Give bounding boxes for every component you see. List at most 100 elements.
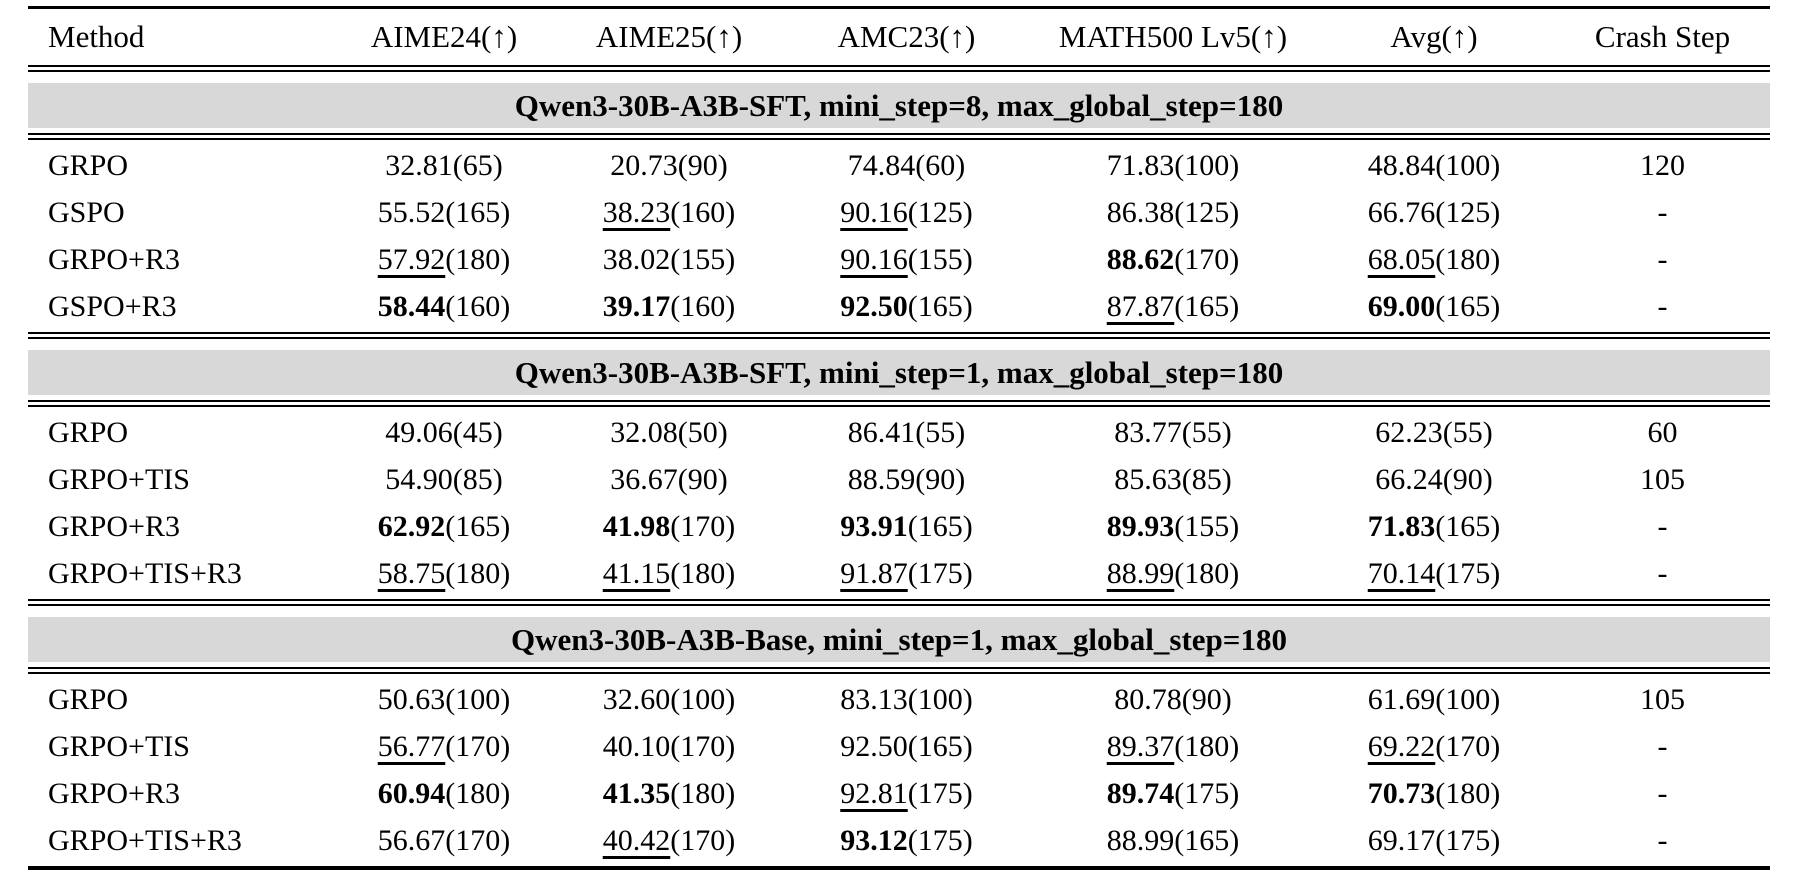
table-row: GRPO+R3 60.94(180) 41.35(180) 92.81(175) 89.… [28, 770, 1770, 817]
score-step: (125) [907, 196, 973, 229]
score-step: (180) [1435, 243, 1501, 276]
cell-method: GSPO [48, 196, 125, 229]
cell-aime24: 55.52(165) [330, 189, 558, 236]
score-value: 89.37 [1106, 730, 1175, 763]
cell-amc23: 74.84(60) [780, 142, 1033, 189]
section-header: Qwen3-30B-A3B-SFT, mini_step=8, max_glob… [28, 83, 1770, 128]
score-value: 38.23 [602, 196, 671, 229]
score-value: 41.35 [602, 777, 671, 810]
cell-math500-lv5: 88.99(165) [1033, 817, 1313, 864]
cell-aime24: 50.63(100) [330, 676, 558, 723]
cell-math500-lv5: 85.63(85) [1033, 456, 1313, 503]
cell-aime25: 41.98(170) [558, 503, 780, 550]
score-value: 92.50 [840, 290, 908, 323]
score-step: (160) [670, 290, 736, 323]
cell-math500-lv5: 88.99(180) [1033, 550, 1313, 597]
cell-aime25: 41.15(180) [558, 550, 780, 597]
section-rows: GRPO 50.63(100) 32.60(100) 83.13(100) 80.78(… [28, 674, 1770, 866]
cell-method: GRPO [48, 149, 129, 182]
score-value: 70.73 [1367, 777, 1436, 810]
score-value: 62.23 [1375, 416, 1443, 449]
cell-crash-step: 105 [1640, 463, 1685, 496]
cell-aime24: 32.81(65) [330, 142, 558, 189]
table-row: GRPO+R3 62.92(165) 41.98(170) 93.91(165) 89.… [28, 503, 1770, 550]
table-row: GRPO 49.06(45) 32.08(50) 86.41(55) 83.77(55)… [28, 409, 1770, 456]
score-value: 71.83 [1106, 149, 1175, 182]
cell-method: GRPO+TIS [48, 463, 190, 496]
cell-aime24: 54.90(85) [330, 456, 558, 503]
score-step: (100) [1435, 683, 1501, 716]
score-value: 68.05 [1367, 243, 1436, 276]
score-value: 60.94 [377, 777, 446, 810]
score-step: (170) [1435, 730, 1501, 763]
score-step: (60) [915, 149, 966, 182]
cell-aime24: 58.44(160) [330, 283, 558, 330]
score-step: (155) [670, 243, 736, 276]
cell-avg: 69.22(170) [1313, 723, 1555, 770]
score-step: (175) [907, 777, 973, 810]
score-step: (180) [1435, 777, 1501, 810]
score-step: (90) [1181, 683, 1232, 716]
score-value: 61.69 [1367, 683, 1436, 716]
score-step: (165) [1174, 824, 1240, 857]
cell-method: GRPO+TIS [48, 730, 190, 763]
score-value: 32.60 [602, 683, 671, 716]
score-value: 39.17 [602, 290, 671, 323]
score-step: (45) [452, 416, 503, 449]
cell-aime25: 32.08(50) [558, 409, 780, 456]
table-row: GRPO+TIS 56.77(170) 40.10(170) 92.50(165) 89… [28, 723, 1770, 770]
table-row: GSPO 55.52(165) 38.23(160) 90.16(125) 86.38 (… [28, 189, 1770, 236]
table-row: GRPO+R3 57.92(180) 38.02(155) 90.16(155) 88.… [28, 236, 1770, 283]
score-value: 54.90 [385, 463, 453, 496]
table-row: GRPO 50.63(100) 32.60(100) 83.13(100) 80.78(… [28, 676, 1770, 723]
cell-aime25: 38.02(155) [558, 236, 780, 283]
cell-crash-step: 120 [1640, 149, 1685, 182]
score-value: 88.99 [1106, 557, 1175, 590]
score-step: (170) [670, 730, 736, 763]
cell-amc23: 93.12(175) [780, 817, 1033, 864]
cell-math500-lv5: 89.37(180) [1033, 723, 1313, 770]
score-value: 56.77 [377, 730, 446, 763]
cell-aime25: 41.35(180) [558, 770, 780, 817]
score-step: (100) [670, 683, 736, 716]
score-value: 88.62 [1106, 243, 1175, 276]
score-step: (90) [677, 463, 728, 496]
score-value: 55.52 [377, 196, 446, 229]
cell-crash-step: - [1657, 824, 1668, 857]
score-value: 69.00 [1367, 290, 1436, 323]
score-value: 36.67 [610, 463, 678, 496]
score-value: 41.15 [602, 557, 671, 590]
col-header-aime24: AIME24(↑) [370, 19, 518, 54]
score-step: (100) [445, 683, 511, 716]
score-value: 92.81 [840, 777, 908, 810]
cell-crash-step: - [1657, 557, 1668, 590]
score-value: 86.38 [1106, 196, 1175, 229]
cell-method: GRPO+R3 [48, 243, 180, 276]
cell-aime24: 56.67(170) [330, 817, 558, 864]
cell-aime24: 58.75(180) [330, 550, 558, 597]
score-step: (180) [445, 243, 511, 276]
score-value: 48.84 [1367, 149, 1436, 182]
score-step: (180) [445, 557, 511, 590]
score-step: (165) [445, 510, 511, 543]
score-step: (160) [670, 196, 736, 229]
table-row: GRPO 32.81(65) 20.73(90) 74.84(60) 71.83(100… [28, 142, 1770, 189]
score-step: (90) [677, 149, 728, 182]
score-value: 71.83 [1367, 510, 1436, 543]
cell-amc23: 90.16(125) [780, 189, 1033, 236]
cell-avg: 69.00(165) [1313, 283, 1555, 330]
score-step: (175) [1174, 777, 1240, 810]
cell-crash-step: - [1657, 510, 1668, 543]
section-header: Qwen3-30B-A3B-SFT, mini_step=1, max_glob… [28, 350, 1770, 395]
score-value: 38.02 [602, 243, 671, 276]
cell-math500-lv5: 80.78(90) [1033, 676, 1313, 723]
cell-aime25: 39.17(160) [558, 283, 780, 330]
cell-avg: 70.14(175) [1313, 550, 1555, 597]
cell-amc23: 92.50(165) [780, 283, 1033, 330]
score-step: (85) [452, 463, 503, 496]
table-row: GSPO+R3 58.44(160) 39.17(160) 92.50(165) 87.… [28, 283, 1770, 330]
col-header-aime25: AIME25(↑) [595, 19, 743, 54]
col-header-method: Method [48, 19, 145, 54]
cell-amc23: 83.13(100) [780, 676, 1033, 723]
score-value: 40.42 [602, 824, 671, 857]
